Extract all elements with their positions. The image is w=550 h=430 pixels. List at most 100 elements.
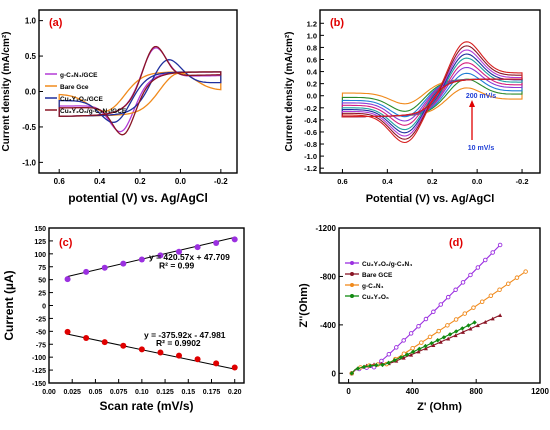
data-point — [438, 339, 443, 344]
data-point — [438, 302, 444, 307]
fit-line — [67, 236, 235, 277]
x-tick-label: 0.175 — [203, 389, 221, 396]
data-point — [453, 317, 459, 322]
data-point — [514, 275, 520, 280]
data-point — [475, 265, 481, 270]
x-tick-label: 0.2 — [427, 177, 437, 186]
x-tick-label: 0.4 — [94, 177, 106, 186]
y-tick-label: -0.4 — [304, 116, 318, 125]
y-tick-label: 100 — [34, 252, 46, 259]
x-tick-label: 0.00 — [42, 389, 56, 396]
legend-entry: Cu₃Y₂O₆ — [362, 294, 389, 301]
data-point — [138, 346, 145, 353]
data-point — [431, 309, 436, 315]
y-tick-label: 0 — [42, 304, 46, 311]
y-axis-label: Z''(Ohm) — [298, 283, 310, 328]
data-point — [468, 272, 473, 278]
data-point — [83, 335, 90, 342]
data-point — [446, 336, 451, 341]
y-tick-label: -0.8 — [304, 140, 317, 149]
cv-scan-200 — [341, 41, 523, 144]
data-point — [410, 349, 416, 354]
x-tick-label: 0.10 — [135, 389, 149, 396]
data-point — [417, 346, 422, 352]
y-tick-label: 0.8 — [307, 43, 317, 52]
y-tick-label: 125 — [34, 239, 46, 246]
x-axis-label: potential (V) vs. Ag/AgCl — [68, 191, 208, 205]
y-tick-label: 75 — [38, 265, 46, 272]
data-point — [194, 356, 201, 363]
data-point — [479, 299, 485, 304]
data-point — [453, 287, 458, 293]
x-tick-label: -0.2 — [214, 177, 228, 186]
data-point — [460, 326, 465, 331]
data-point — [416, 323, 421, 329]
data-point — [361, 364, 367, 370]
x-tick-label: 0.075 — [110, 389, 128, 396]
data-point — [441, 335, 447, 340]
data-point — [472, 320, 477, 325]
y-axis-label: Current density (mA/cm²) — [1, 31, 12, 151]
panel-b: 0.6 0.4 0.2 0.0 -0.2 -1.2 -1.0 -0.8 -0.6 -0.4 -0.2… — [284, 9, 541, 205]
legend-marker — [350, 261, 354, 265]
panel-label: (a) — [49, 17, 63, 29]
data-point — [488, 293, 494, 298]
data-point — [497, 287, 502, 292]
x-tick-label: 0.15 — [181, 389, 195, 396]
x-axis-label: Potential (V) vs. Ag/AgCl — [366, 193, 495, 205]
data-point — [483, 257, 488, 263]
data-point — [409, 352, 414, 357]
data-point — [401, 338, 406, 343]
plot-frame — [38, 9, 238, 174]
legend-marker — [350, 272, 354, 276]
data-point — [431, 343, 436, 347]
x-tick-label: 0.0 — [472, 177, 482, 186]
y-tick-label: -75 — [36, 342, 46, 349]
y-tick-label: -150 — [32, 381, 46, 388]
data-point — [453, 333, 458, 338]
legend-entry: Cu₃Y₂O₆/g-C₃N₄/GCE — [60, 108, 127, 115]
y-tick-label: -50 — [36, 329, 46, 336]
data-point — [120, 260, 127, 267]
data-point — [138, 256, 145, 263]
x-tick-label: 400 — [406, 387, 420, 396]
y-tick-label: 0.2 — [307, 80, 317, 89]
data-point — [490, 250, 495, 255]
y-tick-label: -0.2 — [304, 104, 317, 113]
data-point — [447, 332, 453, 337]
legend-marker — [350, 294, 354, 298]
data-point — [462, 311, 468, 316]
y-tick-label: -0.5 — [22, 123, 36, 132]
data-point — [435, 338, 440, 343]
data-point — [408, 331, 414, 336]
data-point — [490, 316, 495, 321]
data-point — [498, 313, 503, 317]
data-point — [475, 323, 480, 328]
x-tick-label: 1200 — [531, 387, 549, 396]
fit-line — [67, 333, 235, 370]
data-point — [231, 364, 238, 371]
x-tick-label: -0.2 — [516, 177, 529, 186]
data-point — [176, 352, 182, 359]
y-tick-label: 0.5 — [25, 52, 37, 61]
data-point — [404, 352, 410, 357]
data-point — [101, 339, 108, 346]
legend-entry: Cu₃Y₂O₆/GCE — [60, 96, 103, 103]
y-tick-label: -1.0 — [304, 152, 317, 161]
data-point — [83, 268, 90, 275]
legend-entry: Bare GCE — [362, 272, 393, 279]
data-point — [445, 294, 451, 300]
x-tick-label: 0.2 — [134, 177, 146, 186]
data-point — [419, 340, 424, 345]
cv-curve-4 — [58, 45, 222, 136]
r2-lower: R² = 0.9902 — [156, 338, 201, 348]
data-point — [497, 242, 503, 248]
y-axis-label: Current (µA) — [2, 270, 16, 340]
annotation-10: 10 mV/s — [468, 145, 495, 152]
panel-label: (b) — [330, 17, 344, 29]
y-tick-label: 150 — [34, 226, 46, 233]
data-point — [436, 328, 441, 334]
equation-upper: y = 420.57x + 47.709 — [149, 252, 230, 262]
data-point — [453, 329, 459, 334]
